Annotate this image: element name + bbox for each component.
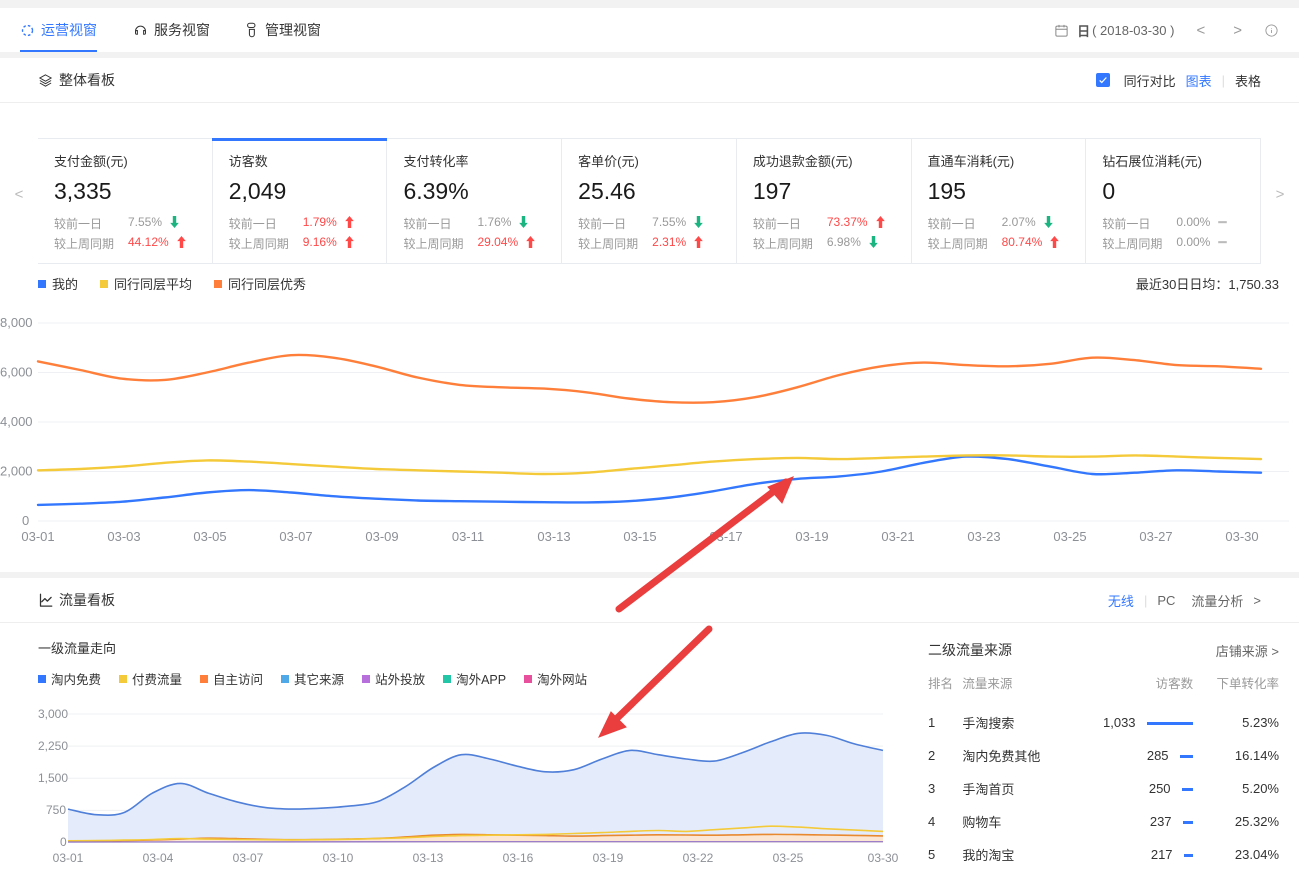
svg-text:03-03: 03-03 xyxy=(107,529,140,544)
svg-text:03-01: 03-01 xyxy=(53,851,84,865)
svg-text:03-30: 03-30 xyxy=(1225,529,1258,544)
svg-text:03-13: 03-13 xyxy=(413,851,444,865)
svg-text:03-22: 03-22 xyxy=(683,851,714,865)
svg-text:03-01: 03-01 xyxy=(21,529,54,544)
svg-text:03-25: 03-25 xyxy=(1053,529,1086,544)
svg-text:03-30: 03-30 xyxy=(868,851,899,865)
svg-text:03-04: 03-04 xyxy=(143,851,174,865)
svg-text:03-11: 03-11 xyxy=(452,529,484,544)
svg-text:03-27: 03-27 xyxy=(1139,529,1172,544)
svg-text:4,000: 4,000 xyxy=(0,414,33,429)
svg-text:03-05: 03-05 xyxy=(193,529,226,544)
svg-text:03-19: 03-19 xyxy=(795,529,828,544)
svg-text:2,250: 2,250 xyxy=(38,739,68,753)
svg-text:6,000: 6,000 xyxy=(0,365,33,380)
svg-text:8,000: 8,000 xyxy=(0,315,33,330)
svg-text:03-07: 03-07 xyxy=(233,851,264,865)
svg-text:03-25: 03-25 xyxy=(773,851,804,865)
svg-text:03-13: 03-13 xyxy=(537,529,570,544)
svg-text:03-09: 03-09 xyxy=(365,529,398,544)
svg-text:03-07: 03-07 xyxy=(279,529,312,544)
svg-text:03-17: 03-17 xyxy=(709,529,742,544)
svg-text:03-15: 03-15 xyxy=(623,529,656,544)
svg-text:03-10: 03-10 xyxy=(323,851,354,865)
svg-text:0: 0 xyxy=(60,835,67,849)
svg-text:03-16: 03-16 xyxy=(503,851,534,865)
svg-text:03-19: 03-19 xyxy=(593,851,624,865)
svg-text:2,000: 2,000 xyxy=(0,464,33,479)
svg-text:03-23: 03-23 xyxy=(967,529,1000,544)
svg-text:1,500: 1,500 xyxy=(38,771,68,785)
svg-text:0: 0 xyxy=(22,513,29,528)
svg-text:750: 750 xyxy=(46,803,66,817)
svg-text:03-21: 03-21 xyxy=(881,529,914,544)
svg-text:3,000: 3,000 xyxy=(38,707,68,721)
